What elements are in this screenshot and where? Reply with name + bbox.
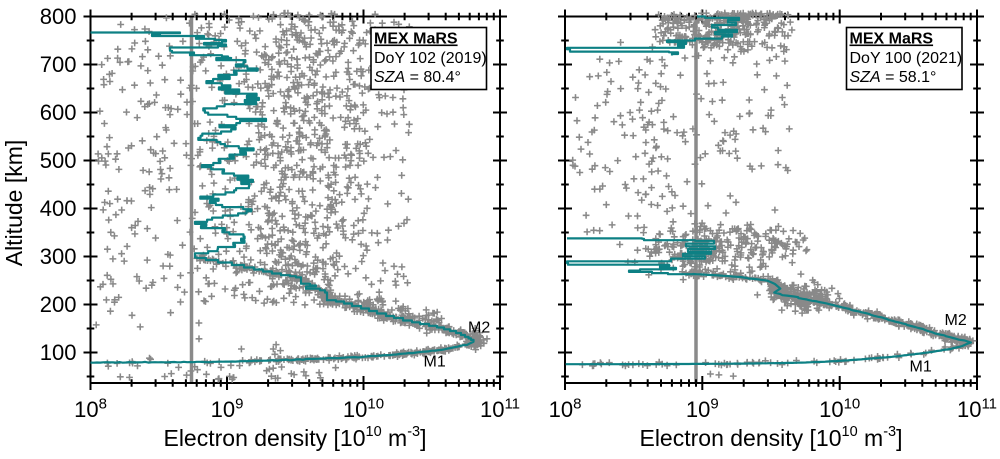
svg-text:SZA = 80.4°: SZA = 80.4° <box>374 69 461 86</box>
svg-text:109: 109 <box>686 396 719 422</box>
svg-text:200: 200 <box>40 292 77 317</box>
svg-text:M2: M2 <box>945 312 967 329</box>
svg-text:1011: 1011 <box>480 396 520 422</box>
svg-text:500: 500 <box>40 148 77 173</box>
svg-text:DoY 102 (2019): DoY 102 (2019) <box>374 50 487 67</box>
svg-text:108: 108 <box>74 396 107 422</box>
svg-text:Electron density [1010 m-3]: Electron density [1010 m-3] <box>163 424 426 451</box>
svg-text:1011: 1011 <box>957 396 997 422</box>
svg-text:700: 700 <box>40 52 77 77</box>
svg-text:400: 400 <box>40 196 77 221</box>
svg-text:100: 100 <box>40 340 77 365</box>
svg-text:MEX MaRS: MEX MaRS <box>850 31 934 48</box>
svg-text:Altitude [km]: Altitude [km] <box>1 140 27 267</box>
svg-text:600: 600 <box>40 100 77 125</box>
svg-text:M1: M1 <box>910 359 932 376</box>
svg-text:800: 800 <box>40 4 77 29</box>
svg-text:MEX MaRS: MEX MaRS <box>374 31 458 48</box>
svg-text:M1: M1 <box>424 354 446 371</box>
svg-text:300: 300 <box>40 244 77 269</box>
svg-text:DoY 100 (2021): DoY 100 (2021) <box>850 50 963 67</box>
svg-text:M2: M2 <box>468 320 490 337</box>
svg-text:SZA = 58.1°: SZA = 58.1° <box>850 69 937 86</box>
svg-text:Electron density [1010 m-3]: Electron density [1010 m-3] <box>639 424 902 451</box>
